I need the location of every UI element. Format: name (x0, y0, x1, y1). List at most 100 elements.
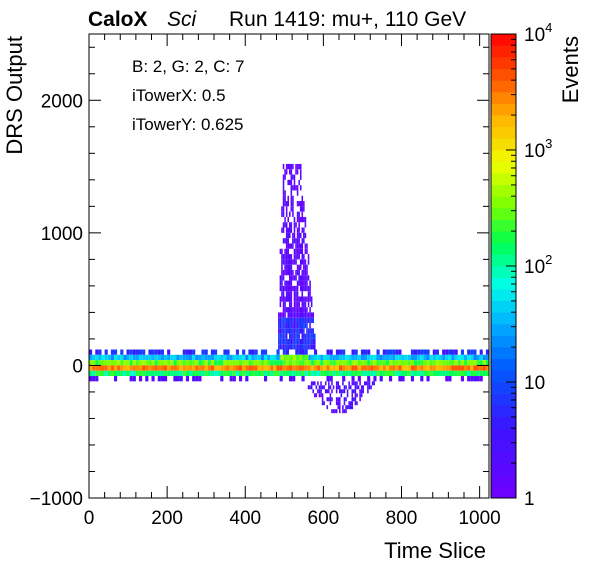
pulse-cell (282, 333, 285, 339)
undershoot-cell (346, 389, 349, 394)
undershoot-cell (335, 385, 338, 390)
baseline-cell (448, 354, 452, 361)
color-scale-segment (491, 242, 516, 255)
baseline-cell (401, 370, 405, 377)
baseline-cell (332, 365, 336, 371)
baseline-cell (276, 349, 280, 355)
pulse-cell (292, 243, 294, 249)
baseline-cell (429, 360, 433, 366)
baseline-cell (214, 365, 218, 371)
undershoot-cell (346, 393, 349, 398)
undershoot-cell (339, 389, 341, 394)
baseline-cell (189, 370, 193, 377)
pulse-cell (304, 312, 307, 318)
baseline-cell (189, 349, 193, 355)
pulse-cell (299, 296, 302, 302)
pulse-cell (289, 285, 291, 292)
pulse-cell (306, 248, 308, 255)
undershoot-cell (318, 393, 321, 398)
pulse-cell (306, 243, 308, 249)
color-scale-segment (491, 416, 516, 429)
baseline-cell (126, 360, 130, 366)
baseline-cell (192, 365, 196, 371)
z-tick-label: 104 (524, 20, 552, 46)
pulse-cell (307, 291, 310, 297)
pulse-cell (301, 238, 304, 244)
undershoot-cell (340, 389, 343, 394)
baseline-cell (201, 349, 205, 355)
baseline-cell (245, 360, 249, 366)
z-tick-label: 1 (524, 489, 535, 510)
baseline-cell (426, 376, 430, 382)
baseline-cell (451, 354, 455, 361)
pulse-cell (279, 296, 282, 302)
baseline-cell (395, 365, 399, 371)
baseline-cell (182, 360, 186, 366)
pulse-cell (295, 301, 297, 308)
baseline-cell (379, 360, 383, 366)
undershoot-cell (359, 381, 361, 386)
baseline-cell (148, 370, 152, 377)
pulse-cell (298, 312, 300, 318)
color-scale-segment (491, 126, 516, 139)
pulse-cell (312, 312, 314, 318)
pulse-cell (290, 259, 293, 265)
pulse-cell (301, 227, 304, 233)
pulse-cell (282, 317, 285, 323)
baseline-cell (107, 354, 111, 361)
color-scale-segment (491, 184, 516, 197)
pulse-cell (284, 259, 286, 265)
undershoot-cell (342, 389, 344, 394)
pulse-cell (296, 344, 299, 350)
pulse-cell (306, 328, 308, 334)
baseline-cell (195, 354, 199, 361)
baseline-cell (192, 360, 196, 366)
baseline-cell (226, 354, 230, 361)
pulse-cell (307, 312, 310, 318)
undershoot-cell (359, 389, 361, 394)
pulse-cell (290, 333, 293, 339)
pulse-cell (310, 333, 313, 339)
baseline-cell (220, 365, 224, 371)
baseline-cell (167, 370, 171, 377)
pulse-cell (303, 317, 305, 323)
baseline-cell (345, 360, 349, 366)
baseline-cell (285, 365, 290, 371)
y-tick-label: 0 (72, 356, 83, 377)
pulse-cell (282, 206, 285, 212)
baseline-cell (185, 360, 190, 366)
pulse-cell (310, 301, 313, 308)
pulse-cell (310, 338, 313, 345)
pulse-cell (301, 243, 304, 249)
pulse-cell (296, 307, 299, 313)
baseline-cell (442, 354, 446, 361)
x-tick-label: 200 (151, 508, 183, 529)
baseline-cell (201, 360, 205, 366)
pulse-cell (292, 201, 294, 207)
baseline-cell (464, 354, 468, 361)
baseline-cell (142, 370, 146, 377)
baseline-cell (345, 354, 349, 361)
baseline-cell (460, 354, 465, 361)
pulse-cell (295, 323, 297, 329)
pulse-cell (281, 338, 283, 345)
baseline-cell (167, 360, 171, 366)
pulse-cell (298, 317, 300, 323)
baseline-cell (201, 354, 205, 361)
baseline-cell (398, 365, 402, 371)
pulse-cell (296, 301, 299, 308)
baseline-cell (364, 360, 368, 366)
pulse-cell (282, 301, 285, 308)
undershoot-cell (317, 381, 319, 386)
baseline-cell (329, 360, 333, 366)
baseline-cell (135, 370, 140, 377)
color-scale-segment (491, 266, 516, 278)
undershoot-cell (320, 389, 322, 394)
baseline-cell (129, 365, 133, 371)
pulse-cell (290, 243, 293, 249)
pulse-cell (287, 323, 289, 329)
pulse-cell (303, 312, 305, 318)
pulse-cell (296, 169, 299, 175)
baseline-cell (298, 349, 302, 355)
